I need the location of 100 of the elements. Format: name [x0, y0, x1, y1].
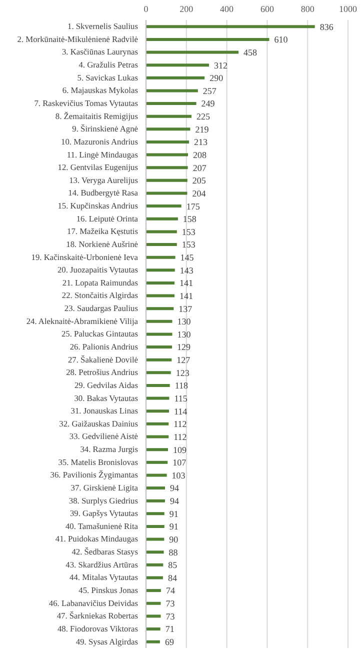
data-label: 137: [178, 304, 193, 314]
bar: [146, 153, 188, 156]
bar: [146, 640, 160, 644]
bar: [146, 166, 188, 170]
bar: [146, 320, 172, 323]
bar: [146, 448, 168, 452]
data-label: 153: [182, 226, 196, 237]
data-label: 74: [166, 586, 176, 596]
bar: [146, 499, 165, 502]
bar: [146, 25, 315, 28]
y-tick-label: 21. Lopata Raimundas: [62, 278, 138, 288]
y-tick-label: 19. Kačinskaitė-Urbonienė Ieva: [31, 252, 138, 262]
data-label: 90: [169, 534, 179, 544]
y-tick-label: 49. Sysas Algirdas: [76, 637, 138, 646]
data-label: 91: [169, 522, 178, 532]
y-tick-label: 37. Girskienė Ligita: [70, 483, 138, 492]
bar: [146, 358, 172, 362]
bar: [146, 268, 175, 272]
y-tick-label: 43. Skardžius Artūras: [66, 560, 138, 570]
y-tick-label: 10. Mazuronis Andrius: [61, 137, 138, 146]
y-tick-label: 26. Palionis Andrius: [70, 342, 138, 352]
data-label: 118: [174, 380, 188, 391]
bar: [146, 76, 205, 80]
bar: [146, 371, 171, 374]
bar: [146, 460, 168, 464]
bar: [146, 563, 164, 566]
bar: [146, 102, 196, 106]
bar: [146, 204, 182, 208]
bar: [146, 332, 172, 336]
data-label: 84: [168, 572, 178, 583]
data-label: 129: [177, 342, 192, 352]
data-label: 112: [174, 419, 187, 430]
data-label: 458: [244, 47, 258, 58]
y-tick-label: 44. Mitalas Vytautas: [70, 573, 138, 582]
y-tick-label: 22. Stončaitis Algirdas: [62, 291, 138, 300]
data-label: 225: [196, 112, 210, 122]
data-label: 115: [174, 393, 188, 404]
data-label: 249: [201, 98, 216, 109]
data-label: 94: [170, 496, 180, 506]
data-label: 127: [176, 355, 191, 366]
data-label: 158: [182, 214, 197, 224]
y-tick-label: 45. Pinskus Jonas: [78, 586, 138, 596]
x-tick-label: 200: [180, 4, 194, 14]
y-tick-label: 35. Matelis Bronislovas: [58, 458, 138, 467]
y-tick-label: 15. Kupčinskas Andrius: [58, 202, 138, 211]
data-label: 836: [320, 22, 334, 32]
data-label: 213: [194, 137, 208, 148]
y-tick-label: 40. Tamašunienė Rita: [65, 522, 138, 531]
x-tick-label: 400: [220, 4, 234, 14]
bar: [146, 524, 164, 528]
y-tick-label: 30. Bakas Vytautas: [74, 394, 138, 403]
y-tick-label: 12. Gentvilas Eugenijus: [58, 163, 138, 172]
x-tick-label: 0: [144, 4, 149, 14]
y-tick-label: 29. Gedvilas Aidas: [74, 380, 138, 390]
bar: [146, 614, 161, 618]
x-tick-label: 600: [260, 4, 274, 14]
data-label: 141: [179, 290, 193, 301]
y-tick-label: 16. Leiputė Orinta: [76, 214, 138, 224]
bar: [146, 384, 170, 387]
y-tick-label: 7. Raskevičius Tomas Vytautas: [34, 98, 138, 108]
x-tick-label: 800: [300, 4, 315, 14]
bar: [146, 128, 190, 131]
y-tick-label: 4. Gražulis Petras: [78, 60, 138, 70]
y-tick-label: 6. Majauskas Mykolas: [62, 86, 138, 96]
data-label: 71: [165, 624, 174, 634]
data-label: 114: [174, 406, 188, 416]
bar: [146, 550, 164, 554]
data-label: 130: [177, 329, 192, 340]
y-tick-label: 34. Razma Jurgis: [80, 445, 138, 454]
y-tick-label: 24. Aleknaitė-Abramikienė Vilija: [26, 316, 138, 326]
y-tick-label: 5. Savickas Lukas: [77, 73, 138, 82]
data-label: 88: [168, 547, 178, 558]
bar: [146, 410, 170, 413]
data-label: 69: [164, 637, 174, 648]
bar: [146, 422, 169, 426]
y-tick-label: 11. Lingė Mindaugas: [66, 150, 138, 160]
y-tick-label: 42. Šedbaras Stasys: [72, 546, 138, 557]
y-tick-label: 36. Pavilionis Žygimantas: [50, 470, 138, 480]
data-label: 130: [177, 316, 192, 327]
y-tick-label: 8. Žemaitaitis Remigijus: [55, 110, 138, 121]
data-label: 107: [172, 458, 187, 468]
data-label: 123: [176, 368, 190, 378]
y-tick-label: 27. Šakalienė Dovilė: [68, 354, 138, 364]
bar: [146, 435, 169, 438]
bar: [146, 307, 174, 310]
data-label: 204: [192, 188, 206, 198]
bar: [146, 474, 167, 477]
y-tick-label: 23. Saudargas Paulius: [64, 304, 138, 314]
bar: [146, 114, 192, 118]
bar: [146, 140, 190, 144]
bar: [146, 178, 188, 182]
bar: [146, 256, 176, 259]
data-label: 103: [172, 470, 186, 480]
data-label: 85: [168, 560, 178, 570]
data-label: 143: [180, 265, 194, 276]
bar: [146, 294, 174, 298]
bar: [146, 346, 172, 349]
bar: [146, 486, 165, 490]
bar: [146, 576, 163, 580]
data-label: 290: [210, 73, 224, 84]
